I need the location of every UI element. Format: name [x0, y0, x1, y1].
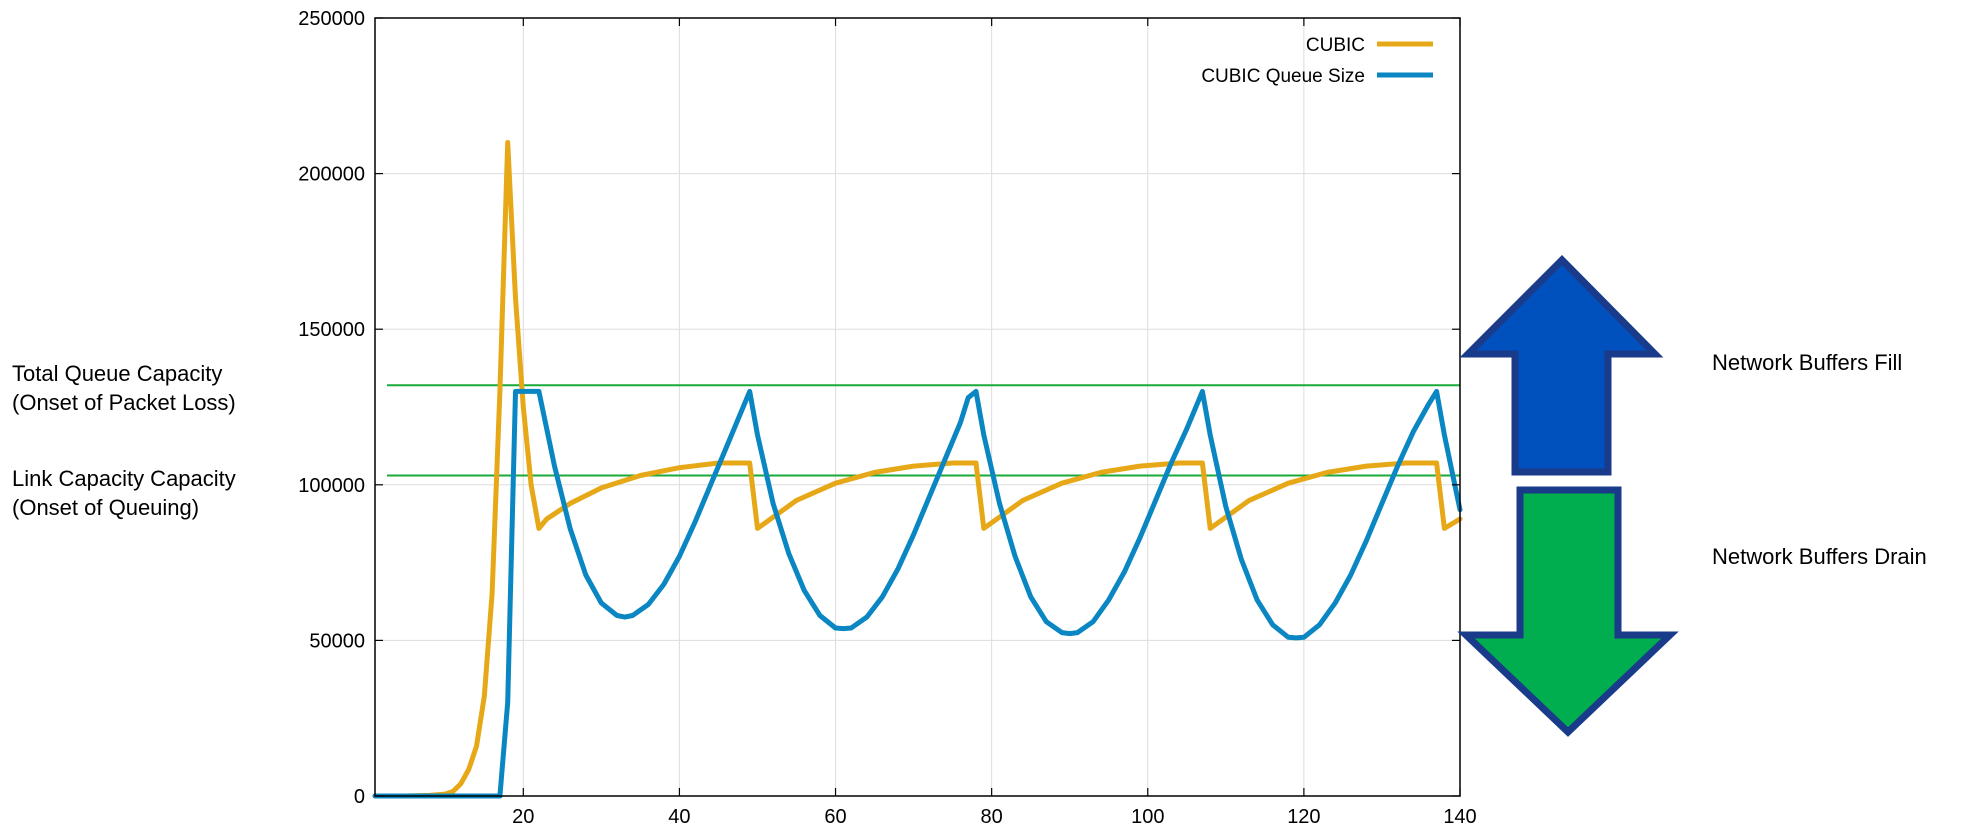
y-tick-label: 250000 [298, 8, 365, 30]
reference-lines [387, 384, 1460, 477]
buffer-arrows [1457, 255, 1679, 737]
x-tick-label: 120 [1287, 806, 1320, 828]
y-tick-label: 50000 [309, 630, 365, 652]
y-tick-label: 0 [354, 786, 365, 808]
link-capacity-label: Link Capacity Capacity (Onset of Queuing… [12, 464, 236, 522]
total-queue-capacity-label: Total Queue Capacity (Onset of Packet Lo… [12, 359, 236, 417]
y-tick-label: 100000 [298, 475, 365, 497]
up-arrow-icon [1459, 255, 1664, 476]
x-tick-label: 20 [512, 806, 534, 828]
series-line [372, 140, 1463, 799]
x-tick-label: 40 [668, 806, 690, 828]
link-capacity-line2: (Onset of Queuing) [12, 495, 200, 520]
y-tick-label: 200000 [298, 164, 365, 186]
x-tick-label: 100 [1131, 806, 1164, 828]
x-tick-label: 140 [1443, 806, 1476, 828]
y-tick-label: 150000 [298, 319, 365, 341]
down-arrow-icon [1457, 486, 1679, 737]
network-buffers-fill-label: Network Buffers Fill [1712, 350, 1903, 375]
total-queue-capacity-line2: (Onset of Packet Loss) [12, 390, 236, 415]
series-line [372, 388, 1463, 799]
series-layer [372, 140, 1463, 799]
axis-ticks: 20 40 60 80 100 120 140 0 50000 100000 150000 20000… [298, 8, 1476, 828]
total-queue-capacity-line1: Total Queue Capacity [12, 361, 223, 386]
legend-label: CUBIC Queue Size [1201, 66, 1365, 87]
legend: CUBIC CUBIC Queue Size [1201, 35, 1433, 87]
plot-frame [374, 17, 1461, 797]
x-tick-label: 80 [981, 806, 1003, 828]
x-tick-label: 60 [824, 806, 846, 828]
grid [375, 18, 1460, 796]
link-capacity-line1: Link Capacity Capacity [12, 466, 236, 491]
legend-label: CUBIC [1306, 35, 1365, 56]
network-buffers-drain-label: Network Buffers Drain [1712, 544, 1927, 569]
